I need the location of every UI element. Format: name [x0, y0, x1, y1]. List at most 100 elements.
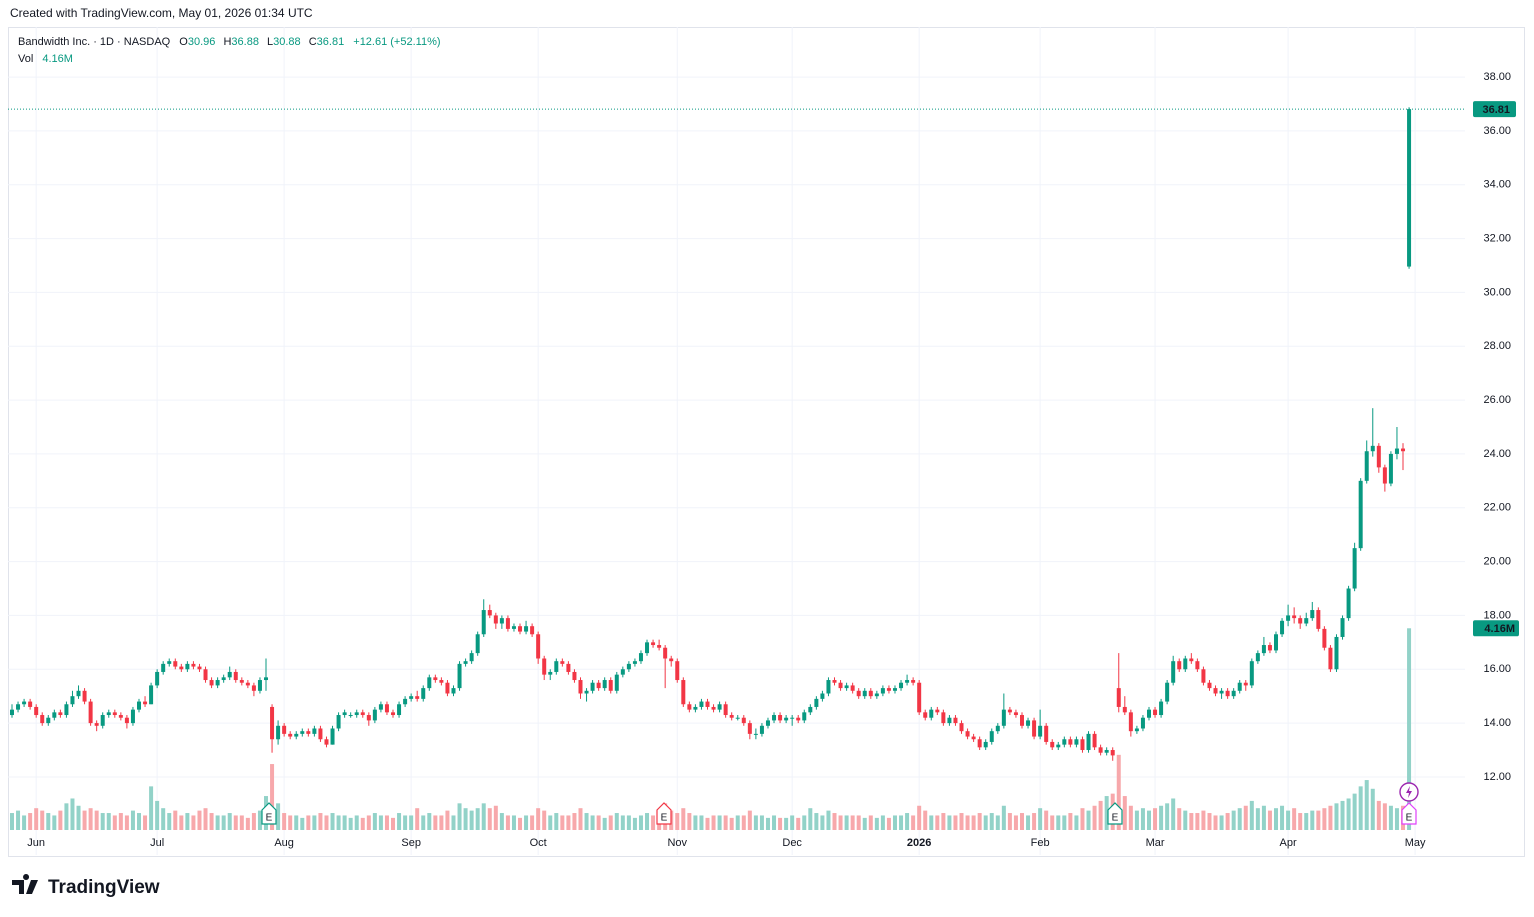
candle-body — [886, 688, 891, 691]
volume-bar — [1328, 805, 1333, 830]
candle-body — [1231, 690, 1236, 697]
candle-body — [227, 671, 232, 678]
candle-body — [905, 680, 910, 683]
volume-bar — [820, 815, 825, 830]
candle-body — [1316, 610, 1321, 629]
x-tick-label: 2026 — [907, 837, 931, 849]
volume-bar — [493, 805, 498, 830]
candle-body — [608, 680, 613, 691]
volume-bar — [270, 764, 275, 830]
candle-body — [1376, 445, 1381, 468]
candle-body — [856, 690, 861, 697]
candle-body — [16, 704, 21, 710]
overlay: 36.81 4.16M E E E E — [8, 101, 1519, 825]
candles — [9, 107, 1412, 761]
volume-bar — [185, 813, 190, 830]
candle-body — [1237, 682, 1242, 691]
candle-body — [560, 661, 565, 664]
candle-body — [1346, 588, 1351, 619]
candle-body — [40, 715, 45, 724]
x-tick-label: Feb — [1031, 837, 1050, 849]
volume-bar — [421, 815, 426, 830]
volume-bar — [1165, 803, 1170, 830]
legend-open: 30.96 — [188, 36, 216, 48]
volume-bar — [741, 815, 746, 830]
candle-body — [1134, 728, 1139, 732]
volume-bar — [1261, 805, 1266, 830]
candle-body — [596, 682, 601, 689]
volume-bar — [1183, 810, 1188, 830]
candle-body — [58, 712, 63, 716]
candle-body — [536, 634, 541, 659]
candle-body — [203, 669, 208, 681]
volume-bar — [191, 815, 196, 830]
volume-bar — [560, 815, 565, 830]
candle-body — [1394, 448, 1399, 454]
candle-body — [9, 709, 14, 716]
candle-body — [1358, 480, 1363, 549]
volume-bar — [136, 813, 141, 830]
candle-body — [1165, 682, 1170, 702]
volume-bar — [790, 815, 795, 830]
volume-bar — [1407, 628, 1412, 830]
candle-body — [657, 645, 662, 648]
candle-body — [1261, 645, 1266, 654]
legend-vol: Vol — [18, 53, 33, 65]
candle-body — [808, 706, 813, 713]
x-tick-label: Nov — [667, 837, 687, 849]
candle-body — [584, 690, 589, 694]
volume-bar — [796, 817, 801, 830]
volume-bar — [596, 815, 601, 830]
legend-close: 36.81 — [317, 36, 345, 48]
candle-body — [1171, 661, 1176, 683]
x-tick-label: Oct — [530, 837, 547, 849]
candle-body — [1225, 690, 1230, 697]
candle-body — [1352, 548, 1357, 589]
volume-bar — [106, 813, 111, 830]
volume-bar — [88, 808, 93, 830]
candle-body — [711, 706, 716, 710]
volume-bar — [391, 817, 396, 830]
candle-body — [378, 704, 383, 710]
earnings-marker — [1107, 802, 1123, 825]
candle-body — [784, 717, 789, 721]
candle-body — [1292, 615, 1297, 619]
volume-bar — [9, 813, 14, 830]
candle-body — [578, 680, 583, 694]
volume-bar — [1098, 800, 1103, 830]
y-tick-label: 22.00 — [1483, 502, 1511, 514]
candle-body — [983, 741, 988, 748]
candle-body — [1013, 712, 1018, 716]
earnings-marker — [1401, 802, 1417, 825]
candle-body — [403, 698, 408, 705]
volume-bar — [1134, 810, 1139, 830]
volume-bar — [397, 813, 402, 830]
volume-bar — [911, 815, 916, 830]
candle-body — [149, 685, 154, 705]
volume-bar — [1007, 813, 1012, 830]
candle-body — [638, 653, 643, 662]
candle-body — [1080, 739, 1085, 751]
volume-bar — [76, 805, 81, 830]
volume-bar — [487, 808, 492, 830]
volume-bar — [227, 813, 232, 830]
candle-body — [306, 731, 311, 734]
candle-body — [439, 680, 444, 683]
candle-body — [790, 717, 795, 719]
volume-bar — [475, 808, 480, 830]
candle-body — [276, 725, 281, 740]
volume-bar — [1255, 808, 1260, 830]
volume-bar — [403, 815, 408, 830]
candle-body — [505, 618, 510, 629]
volume-bar — [330, 813, 335, 830]
volume-bar — [112, 815, 117, 830]
candle-body — [282, 725, 287, 734]
volume-bar — [699, 815, 704, 830]
last-price-label: 36.81 — [1482, 104, 1510, 116]
volume-bar — [675, 813, 680, 830]
volume-bar — [34, 808, 39, 830]
volume-bar — [1195, 813, 1200, 830]
candle-body — [941, 712, 946, 724]
candle-body — [294, 733, 299, 737]
volume-bar — [1249, 800, 1254, 830]
